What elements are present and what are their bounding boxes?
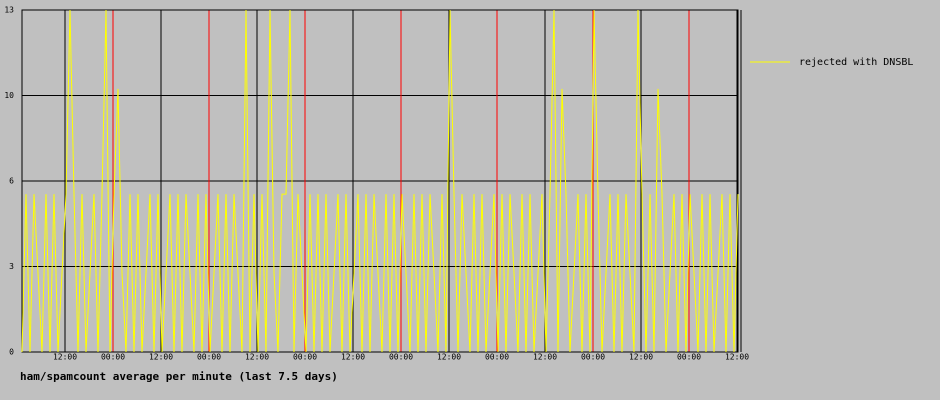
x-tick-label: 12:00 bbox=[245, 353, 269, 362]
series-line bbox=[21, 9, 739, 353]
legend-label: rejected with DNSBL bbox=[799, 57, 913, 68]
x-tick-label: 00:00 bbox=[485, 353, 509, 362]
x-tick-label: 12:00 bbox=[341, 353, 365, 362]
chart-title: ham/spamcount average per minute (last 7… bbox=[20, 370, 338, 383]
x-tick-label: 12:00 bbox=[533, 353, 557, 362]
y-tick-label: 13 bbox=[4, 6, 14, 15]
y-tick-label: 3 bbox=[9, 262, 14, 271]
x-tick-label: 12:00 bbox=[437, 353, 461, 362]
x-tick-label: 12:00 bbox=[53, 353, 77, 362]
x-tick-label: 12:00 bbox=[629, 353, 653, 362]
x-tick-label: 00:00 bbox=[581, 353, 605, 362]
y-tick-label: 0 bbox=[9, 348, 14, 357]
x-tick-label: 12:00 bbox=[725, 353, 749, 362]
x-tick-label: 00:00 bbox=[197, 353, 221, 362]
y-tick-label: 10 bbox=[4, 91, 14, 100]
x-tick-label: 12:00 bbox=[149, 353, 173, 362]
x-tick-label: 00:00 bbox=[389, 353, 413, 362]
x-tick-label: 00:00 bbox=[293, 353, 317, 362]
x-tick-label: 00:00 bbox=[101, 353, 125, 362]
y-tick-label: 6 bbox=[9, 177, 14, 186]
x-tick-label: 00:00 bbox=[677, 353, 701, 362]
plot-frame bbox=[21, 9, 739, 353]
